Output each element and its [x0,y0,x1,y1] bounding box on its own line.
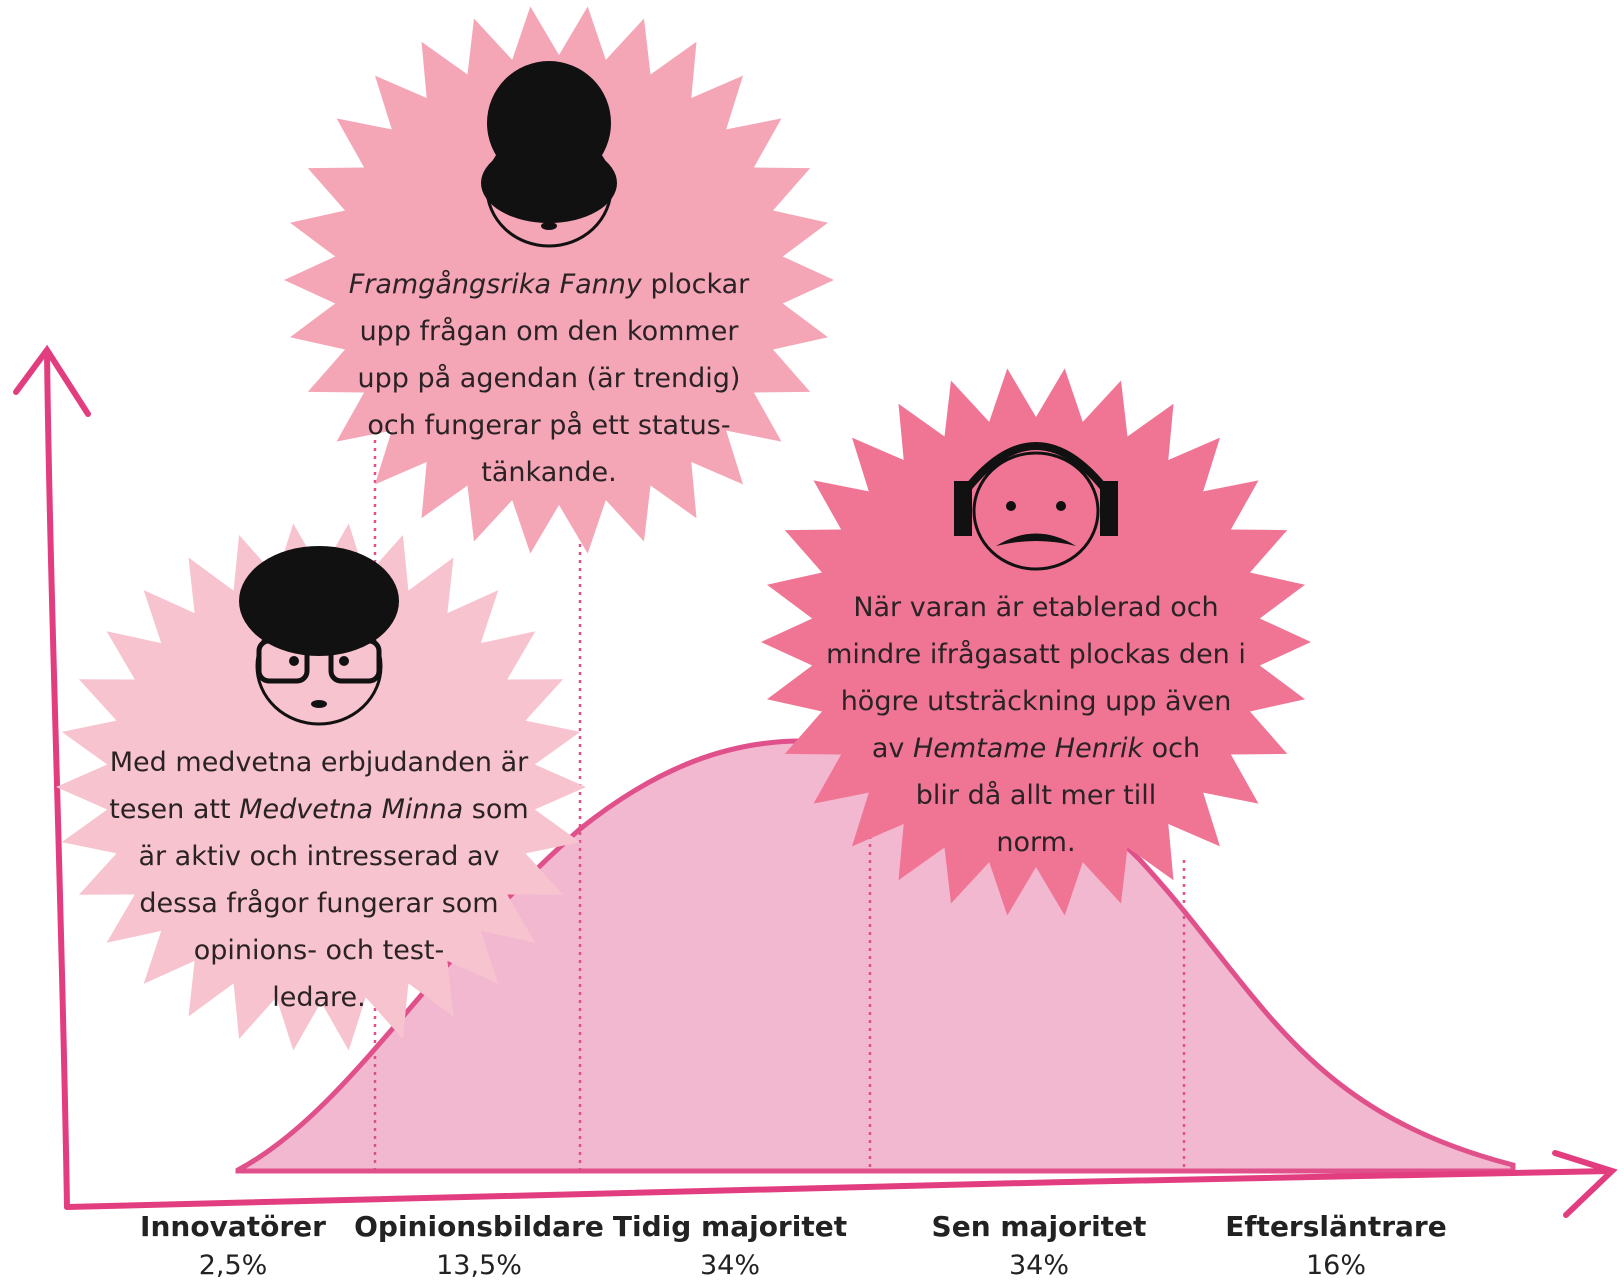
bubble-text: är aktiv och intresserad av [138,841,499,872]
eye [289,656,299,666]
segment-label: Opinionsbildare [354,1210,604,1243]
text-run: dessa frågor fungerar som [139,888,498,919]
text-run: och fungerar på ett status- [367,410,730,441]
mouth [541,222,557,230]
bubble-text: norm. [996,827,1075,858]
bubble-text: När varan är etablerad och [853,592,1218,623]
segment-label: Tidig majoritet [613,1210,847,1243]
text-run: upp frågan om den kommer [360,316,740,347]
hair-side [1100,481,1118,536]
eye [519,178,529,188]
segment-share: 34% [700,1250,760,1281]
bubble-text: tänkande. [481,457,616,488]
bubble: Framgångsrika Fanny plockar upp frågan om… [284,7,834,554]
eye [1056,501,1066,511]
hair-side [954,481,972,536]
text-run: opinions- och test- [194,935,444,966]
text-run: norm. [996,827,1075,858]
text-run: tesen att [109,794,239,825]
eye [1006,501,1016,511]
bubble-text: Framgångsrika Fanny plockar [349,269,750,300]
text-run: mindre ifrågasatt plockas den i [826,639,1246,670]
bubble-text: upp på agendan (är trendig) [358,363,741,394]
bubble-text: mindre ifrågasatt plockas den i [826,639,1246,670]
bubble-text: högre utsträckning upp även [841,686,1232,717]
segment-share: 2,5% [199,1250,268,1281]
bubble-text: Med medvetna erbjudanden är [110,747,529,778]
text-run: Med medvetna erbjudanden är [110,747,529,778]
eye [569,178,579,188]
text-run: Framgångsrika Fanny [349,269,643,300]
text-run: upp på agendan (är trendig) [358,363,741,394]
segment-share: 13,5% [436,1250,522,1281]
eye [339,656,349,666]
text-run: och [1143,733,1200,764]
bubble-text: upp frågan om den kommer [360,316,740,347]
bubble-text: ledare. [272,982,366,1013]
text-run: tänkande. [481,457,616,488]
bubble-text: blir då allt mer till [916,780,1157,811]
diagram: Framgångsrika Fanny plockar upp frågan om… [0,0,1624,1283]
text-run: av [872,733,913,764]
segment-labels: Innovatörer 2,5% Opinionsbildare 13,5% Tidig… [140,1210,1447,1281]
bubble-text: tesen att Medvetna Minna som [109,794,528,825]
segment-label: Eftersläntrare [1225,1210,1446,1243]
segment-share: 16% [1306,1250,1366,1281]
text-run: plockar [642,269,750,300]
segment-label: Innovatörer [140,1210,326,1243]
text-run: är aktiv och intresserad av [138,841,499,872]
text-run: ledare. [272,982,366,1013]
bubble-text: av Hemtame Henrik och [872,733,1200,764]
bubble-text: dessa frågor fungerar som [139,888,498,919]
hair [481,143,617,223]
segment-share: 34% [1009,1250,1069,1281]
text-run: Medvetna Minna [239,794,463,825]
text-run: blir då allt mer till [916,780,1157,811]
segment-label: Sen majoritet [932,1210,1147,1243]
text-run: Hemtame Henrik [913,733,1144,764]
mouth [311,700,327,708]
text-run: högre utsträckning upp även [841,686,1232,717]
bubble-text: och fungerar på ett status- [367,410,730,441]
text-run: När varan är etablerad och [853,592,1218,623]
text-run: som [463,794,528,825]
bubble-text: opinions- och test- [194,935,444,966]
